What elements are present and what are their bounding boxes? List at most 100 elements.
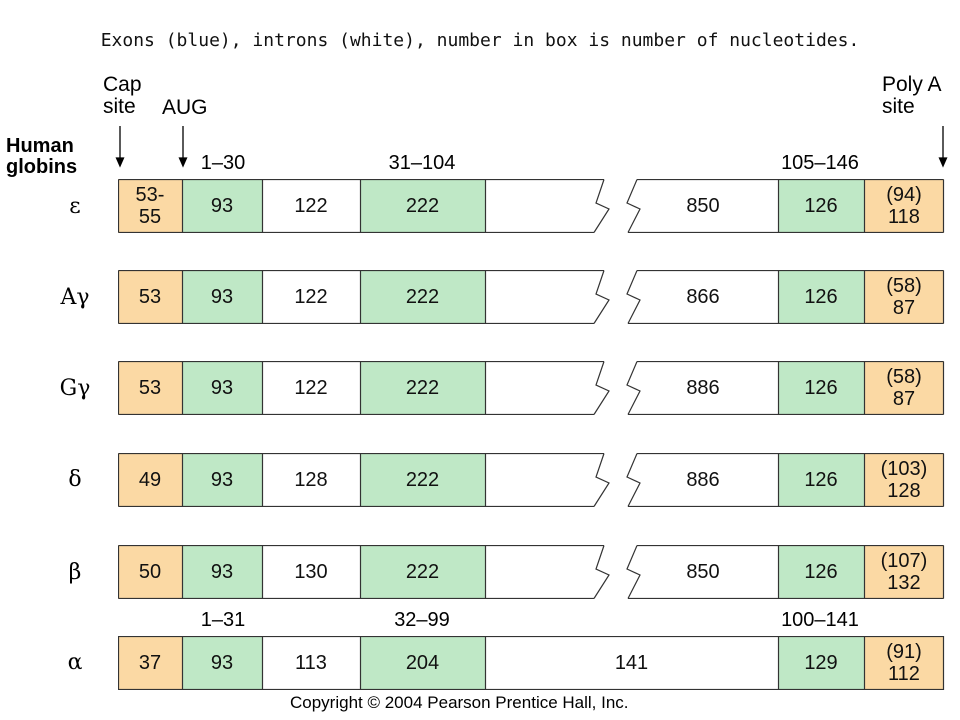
- range-alpha-exon3: 100–141: [781, 609, 859, 631]
- intron2-box: 850: [628, 179, 778, 233]
- intron1-box: 128: [262, 453, 360, 507]
- utr5-box: 49: [118, 453, 182, 507]
- utr5-box: 53: [118, 361, 182, 415]
- intron1-box: 113: [262, 636, 360, 690]
- caption: Exons (blue), introns (white), number in…: [100, 30, 860, 51]
- human-globins-line1: Human: [6, 135, 74, 157]
- range-top-exon2: 31–104: [388, 152, 456, 174]
- range-alpha-exon2: 32–99: [394, 609, 450, 631]
- range-top-exon1: 1–30: [200, 152, 246, 174]
- exon1-box: 93: [182, 179, 262, 233]
- exon3-value: 129: [804, 652, 838, 674]
- utr3-box: (94) 118: [864, 179, 944, 233]
- exon3-value: 126: [804, 286, 838, 308]
- human-globins-label: Human globins: [6, 136, 77, 178]
- exon2-value: 222: [405, 469, 440, 491]
- intron1-value: 122: [294, 377, 328, 399]
- cap-site-label-line1: Cap: [103, 73, 142, 96]
- utr5-value: 53: [138, 286, 162, 308]
- exon3-box: 126: [778, 270, 864, 324]
- poly-a-arrow-icon: [938, 157, 948, 168]
- exon2-value: 222: [405, 561, 440, 583]
- intron1-box: 122: [262, 179, 360, 233]
- utr3-value: (103) 128: [880, 458, 928, 502]
- row-outline: [118, 361, 945, 415]
- utr5-box: 37: [118, 636, 182, 690]
- intron1-box: 130: [262, 545, 360, 599]
- exon1-value: 93: [210, 652, 234, 674]
- exon1-box: 93: [182, 453, 262, 507]
- intron2-box: 866: [628, 270, 778, 324]
- row-outline: [118, 270, 945, 324]
- exon3-box: 126: [778, 453, 864, 507]
- exon2-box: 222: [360, 545, 485, 599]
- exon3-box: 126: [778, 361, 864, 415]
- intron1-value: 113: [295, 652, 327, 674]
- exon1-box: 93: [182, 636, 262, 690]
- range-alpha-exon1: 1–31: [200, 609, 246, 631]
- utr3-box: (91) 112: [864, 636, 944, 690]
- intron1-value: 122: [294, 195, 328, 217]
- utr3-box: (58) 87: [864, 270, 944, 324]
- intron1-value: 128: [294, 469, 328, 491]
- exon1-value: 93: [210, 561, 234, 583]
- utr3-value: (94) 118: [886, 184, 922, 228]
- exon3-value: 126: [804, 377, 838, 399]
- utr5-value: 37: [138, 652, 162, 674]
- intron2-box: 886: [628, 361, 778, 415]
- exon2-value: 222: [405, 195, 440, 217]
- exon1-value: 93: [210, 195, 234, 217]
- cap-site-label: Cap site: [103, 73, 142, 119]
- cap-site-label-line2: site: [103, 95, 136, 119]
- exon1-box: 93: [182, 270, 262, 324]
- intron2-value: 850: [686, 195, 720, 217]
- exon3-box: 129: [778, 636, 864, 690]
- gene-label-g-gamma: Gγ: [59, 376, 91, 401]
- range-top-exon3: 105–146: [781, 152, 859, 174]
- gene-label-delta: δ: [68, 467, 82, 492]
- exon1-value: 93: [210, 286, 234, 308]
- human-globins-line2: globins: [6, 156, 78, 178]
- exon1-value: 93: [210, 377, 234, 399]
- exon1-value: 93: [210, 469, 234, 491]
- utr3-value: (91) 112: [886, 641, 922, 685]
- utr3-box: (103) 128: [864, 453, 944, 507]
- copyright-notice: Copyright © 2004 Pearson Prentice Hall, …: [290, 693, 629, 712]
- intron2-value: 886: [686, 469, 720, 491]
- intron1-box: 122: [262, 270, 360, 324]
- exon3-value: 126: [804, 469, 838, 491]
- intron1-value: 122: [294, 286, 328, 308]
- exon2-box: 204: [360, 636, 485, 690]
- utr3-box: (107) 132: [864, 545, 944, 599]
- utr3-box: (58) 87: [864, 361, 944, 415]
- intron2-value: 886: [686, 377, 720, 399]
- utr5-value: 49: [138, 469, 162, 491]
- utr3-value: (58) 87: [886, 275, 922, 319]
- intron2-value: 141: [614, 652, 649, 674]
- exon2-box: 222: [360, 270, 485, 324]
- intron1-value: 130: [294, 561, 328, 583]
- row-outline: [118, 453, 945, 507]
- exon3-box: 126: [778, 179, 864, 233]
- exon3-value: 126: [804, 195, 838, 217]
- row-outline: [118, 636, 945, 690]
- intron2-box: 850: [628, 545, 778, 599]
- utr5-value: 50: [138, 561, 162, 583]
- exon2-box: 222: [360, 361, 485, 415]
- utr5-value: 53: [138, 377, 162, 399]
- exon1-box: 93: [182, 361, 262, 415]
- exon2-value: 204: [405, 652, 440, 674]
- gene-label-epsilon: ε: [69, 194, 81, 219]
- gene-label-beta: β: [68, 560, 82, 585]
- intron2-value: 866: [686, 286, 720, 308]
- aug-arrow-icon: [178, 157, 188, 168]
- row-outline: [118, 545, 945, 599]
- utr5-value: 53- 55: [135, 184, 165, 228]
- row-outline: [118, 179, 945, 233]
- poly-a-site-label: Poly A site: [882, 73, 942, 118]
- exon2-box: 222: [360, 179, 485, 233]
- gene-label-alpha: α: [67, 650, 83, 675]
- poly-a-label-line1: Poly A: [882, 73, 942, 96]
- intron2-box: 141: [485, 636, 778, 690]
